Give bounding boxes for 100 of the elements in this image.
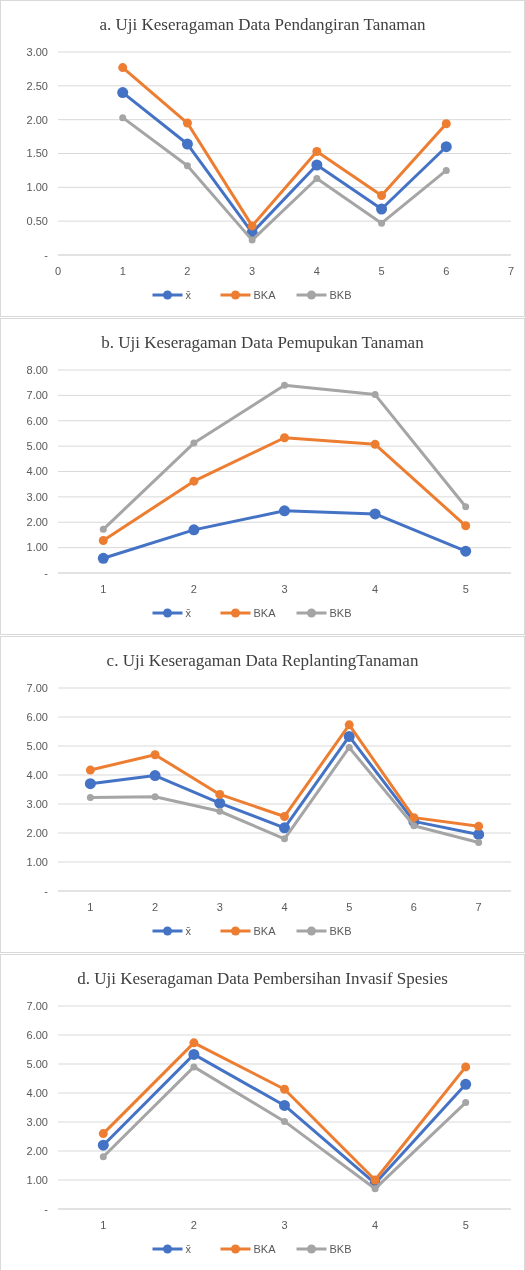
point bbox=[189, 476, 199, 486]
y-tick-label: 2.00 bbox=[26, 113, 48, 126]
x-tick-label: 2 bbox=[152, 901, 159, 913]
point bbox=[279, 822, 290, 834]
point bbox=[279, 505, 290, 517]
point bbox=[281, 1117, 288, 1125]
y-tick-label: 1.50 bbox=[26, 147, 48, 160]
y-tick-label: - bbox=[44, 1202, 49, 1215]
point bbox=[98, 1129, 108, 1139]
point bbox=[371, 1185, 379, 1193]
legend-label: BKB bbox=[329, 288, 352, 301]
x-tick-label: 3 bbox=[281, 1219, 288, 1231]
point bbox=[312, 146, 322, 156]
point bbox=[183, 162, 191, 170]
point bbox=[378, 219, 386, 227]
point bbox=[117, 87, 129, 99]
point bbox=[280, 1084, 289, 1094]
y-tick-label: 5.00 bbox=[26, 439, 48, 452]
point bbox=[370, 1175, 380, 1185]
y-tick-label: 1.00 bbox=[26, 181, 48, 194]
y-tick-label: 2.00 bbox=[26, 516, 48, 529]
point bbox=[280, 433, 289, 443]
y-tick-label: 6.00 bbox=[26, 1028, 48, 1041]
y-tick-label: 1.00 bbox=[26, 855, 48, 868]
y-tick-label: 5.00 bbox=[26, 1057, 48, 1070]
point bbox=[462, 1099, 470, 1107]
x-tick-label: 3 bbox=[216, 901, 223, 913]
y-tick-label: 1.00 bbox=[26, 541, 48, 554]
y-tick-label: 3.00 bbox=[26, 1115, 48, 1128]
point bbox=[151, 793, 159, 801]
point bbox=[442, 166, 450, 174]
chart-title: d. Uji Keseragaman Data Pembersihan Invasif Spesies bbox=[77, 969, 448, 988]
y-tick-label: 4.00 bbox=[26, 768, 48, 781]
point bbox=[215, 789, 225, 799]
y-tick-label: 7.00 bbox=[26, 999, 48, 1012]
point bbox=[475, 839, 483, 847]
x-tick-label: 1 bbox=[100, 1219, 107, 1231]
x-tick-label: 7 bbox=[507, 265, 515, 277]
x-tick-label: 4 bbox=[313, 265, 320, 277]
y-tick-label: 3.00 bbox=[26, 45, 48, 58]
x-tick-label: 3 bbox=[281, 583, 288, 595]
legend-label: x̄ bbox=[185, 606, 192, 619]
point bbox=[190, 439, 198, 447]
chart-title: a. Uji Keseragaman Data Pendangiran Tanaman bbox=[99, 15, 427, 34]
point bbox=[370, 439, 380, 449]
legend-label: x̄ bbox=[185, 1242, 192, 1255]
point bbox=[118, 63, 128, 73]
x-tick-label: 5 bbox=[462, 583, 469, 595]
point bbox=[149, 770, 161, 782]
y-tick-label: - bbox=[44, 566, 49, 579]
point bbox=[119, 114, 127, 122]
point bbox=[150, 750, 160, 760]
y-tick-label: 6.00 bbox=[26, 414, 48, 427]
y-tick-label: 7.00 bbox=[26, 681, 48, 694]
point bbox=[344, 720, 354, 730]
y-tick-label: 6.00 bbox=[26, 710, 48, 723]
y-tick-label: 1.00 bbox=[26, 1173, 48, 1186]
point bbox=[474, 821, 484, 831]
y-tick-label: 2.50 bbox=[26, 79, 48, 92]
point bbox=[461, 1062, 471, 1072]
legend-label: BKB bbox=[329, 1242, 352, 1255]
x-tick-label: 4 bbox=[372, 1219, 379, 1231]
point bbox=[190, 1063, 198, 1071]
x-tick-label: 5 bbox=[378, 265, 385, 277]
x-tick-label: 7 bbox=[475, 901, 482, 913]
point bbox=[97, 1139, 109, 1151]
y-tick-label: 7.00 bbox=[26, 389, 48, 402]
point bbox=[462, 503, 470, 511]
legend-label: BKA bbox=[253, 1242, 277, 1255]
point bbox=[460, 545, 472, 557]
y-tick-label: 2.00 bbox=[26, 1144, 48, 1157]
point bbox=[85, 765, 95, 775]
point bbox=[343, 730, 355, 742]
y-tick-label: 4.00 bbox=[26, 465, 48, 478]
point bbox=[98, 536, 108, 546]
legend-label: BKA bbox=[253, 606, 277, 619]
point bbox=[369, 508, 381, 520]
legend-label: x̄ bbox=[185, 288, 192, 301]
point bbox=[377, 190, 387, 200]
x-tick-label: 5 bbox=[462, 1219, 469, 1231]
legend-label: BKB bbox=[329, 924, 352, 937]
y-tick-label: 3.00 bbox=[26, 490, 48, 503]
point bbox=[440, 141, 452, 153]
point bbox=[99, 1153, 107, 1161]
x-tick-label: 3 bbox=[249, 265, 256, 277]
x-tick-label: 1 bbox=[119, 265, 126, 277]
y-tick-label: 8.00 bbox=[26, 363, 48, 376]
x-tick-label: 0 bbox=[54, 265, 62, 277]
x-tick-label: 6 bbox=[410, 901, 417, 913]
point bbox=[281, 381, 288, 389]
point bbox=[189, 1038, 199, 1048]
chart-title: b. Uji Keseragaman Data Pemupukan Tanaman bbox=[101, 333, 425, 352]
point bbox=[280, 811, 289, 821]
legend-label: BKB bbox=[329, 606, 352, 619]
point bbox=[248, 236, 256, 244]
y-tick-label: 3.00 bbox=[26, 797, 48, 810]
point bbox=[371, 391, 379, 399]
point bbox=[99, 525, 107, 533]
point bbox=[181, 138, 193, 150]
x-tick-label: 4 bbox=[281, 901, 288, 913]
